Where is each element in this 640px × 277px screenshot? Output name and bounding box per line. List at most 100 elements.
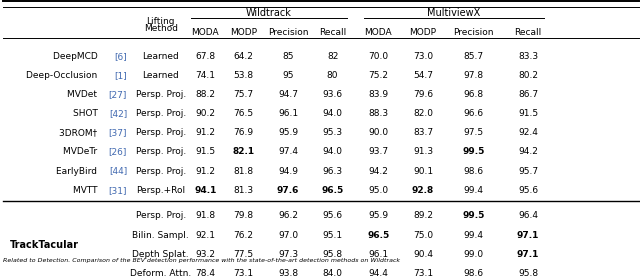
- Text: 91.8: 91.8: [195, 211, 216, 220]
- Text: 70.0: 70.0: [369, 52, 388, 61]
- Text: 97.1: 97.1: [516, 230, 539, 240]
- Text: 89.2: 89.2: [413, 211, 433, 220]
- Text: 97.8: 97.8: [464, 71, 484, 80]
- Text: 93.8: 93.8: [278, 269, 298, 277]
- Text: [26]: [26]: [109, 147, 127, 157]
- Text: 73.0: 73.0: [413, 52, 433, 61]
- Text: [44]: [44]: [109, 166, 127, 176]
- Text: 96.6: 96.6: [464, 109, 484, 118]
- Text: Persp. Proj.: Persp. Proj.: [136, 147, 186, 157]
- Text: Recall: Recall: [515, 28, 541, 37]
- Text: Precision: Precision: [454, 28, 494, 37]
- Text: [27]: [27]: [109, 90, 127, 99]
- Text: 95.8: 95.8: [518, 269, 538, 277]
- Text: 95.8: 95.8: [323, 250, 342, 259]
- Text: 95.6: 95.6: [323, 211, 342, 220]
- Text: 92.1: 92.1: [195, 230, 215, 240]
- Text: 97.1: 97.1: [516, 250, 539, 259]
- Text: 97.0: 97.0: [278, 230, 298, 240]
- Text: Deform. Attn.: Deform. Attn.: [130, 269, 191, 277]
- Text: Deep-Occlusion: Deep-Occlusion: [26, 71, 100, 80]
- Text: 96.5: 96.5: [367, 230, 390, 240]
- Text: EarlyBird: EarlyBird: [56, 166, 100, 176]
- Text: 94.1: 94.1: [194, 186, 216, 195]
- Text: 96.2: 96.2: [278, 211, 298, 220]
- Text: 95: 95: [282, 71, 294, 80]
- Text: 95.6: 95.6: [518, 186, 538, 195]
- Text: 54.7: 54.7: [413, 71, 433, 80]
- Text: 90.2: 90.2: [195, 109, 215, 118]
- Text: 83.7: 83.7: [413, 128, 433, 137]
- Text: 85: 85: [282, 52, 294, 61]
- Text: Precision: Precision: [268, 28, 308, 37]
- Text: 93.6: 93.6: [323, 90, 342, 99]
- Text: 99.5: 99.5: [463, 147, 485, 157]
- Text: 94.0: 94.0: [323, 109, 342, 118]
- Text: 76.5: 76.5: [234, 109, 253, 118]
- Text: 90.0: 90.0: [369, 128, 388, 137]
- Text: [42]: [42]: [109, 109, 127, 118]
- Text: 95.7: 95.7: [518, 166, 538, 176]
- Text: Persp. Proj.: Persp. Proj.: [136, 211, 186, 220]
- Text: 77.5: 77.5: [234, 250, 253, 259]
- Text: MODA: MODA: [191, 28, 219, 37]
- Text: 95.3: 95.3: [323, 128, 342, 137]
- Text: Bilin. Sampl.: Bilin. Sampl.: [132, 230, 189, 240]
- Text: 81.3: 81.3: [234, 186, 253, 195]
- Text: 92.4: 92.4: [518, 128, 538, 137]
- Text: 74.1: 74.1: [195, 71, 215, 80]
- Text: 82.0: 82.0: [413, 109, 433, 118]
- Text: 91.2: 91.2: [195, 128, 215, 137]
- Text: [37]: [37]: [109, 128, 127, 137]
- Text: Persp. Proj.: Persp. Proj.: [136, 128, 186, 137]
- Text: 80.2: 80.2: [518, 71, 538, 80]
- Text: 93.7: 93.7: [369, 147, 388, 157]
- Text: Depth Splat.: Depth Splat.: [132, 250, 189, 259]
- Text: [6]: [6]: [115, 52, 127, 61]
- Text: 88.3: 88.3: [369, 109, 388, 118]
- Text: Method: Method: [144, 24, 178, 33]
- Text: MultiviewX: MultiviewX: [426, 8, 480, 18]
- Text: 79.8: 79.8: [234, 211, 253, 220]
- Text: 82: 82: [327, 52, 339, 61]
- Text: Learned: Learned: [142, 71, 179, 80]
- Text: 95.9: 95.9: [369, 211, 388, 220]
- Text: 76.2: 76.2: [234, 230, 253, 240]
- Text: 84.0: 84.0: [323, 269, 342, 277]
- Text: SHOT: SHOT: [72, 109, 100, 118]
- Text: 91.3: 91.3: [413, 147, 433, 157]
- Text: 91.2: 91.2: [195, 166, 215, 176]
- Text: 73.1: 73.1: [413, 269, 433, 277]
- Text: Wildtrack: Wildtrack: [246, 8, 292, 18]
- Text: MVDet: MVDet: [67, 90, 100, 99]
- Text: 90.4: 90.4: [413, 250, 433, 259]
- Text: 73.1: 73.1: [234, 269, 253, 277]
- Text: 81.8: 81.8: [234, 166, 253, 176]
- Text: 75.2: 75.2: [369, 71, 388, 80]
- Text: 99.0: 99.0: [464, 250, 484, 259]
- Text: 94.0: 94.0: [323, 147, 342, 157]
- Text: 94.2: 94.2: [369, 166, 388, 176]
- Text: Persp. Proj.: Persp. Proj.: [136, 90, 186, 99]
- Text: MODP: MODP: [410, 28, 436, 37]
- Text: 88.2: 88.2: [195, 90, 215, 99]
- Text: 3DROM†: 3DROM†: [60, 128, 100, 137]
- Text: 98.6: 98.6: [464, 166, 484, 176]
- Text: 83.9: 83.9: [369, 90, 388, 99]
- Text: MVTT: MVTT: [73, 186, 100, 195]
- Text: 76.9: 76.9: [234, 128, 253, 137]
- Text: 94.9: 94.9: [278, 166, 298, 176]
- Text: 64.2: 64.2: [234, 52, 253, 61]
- Text: 99.4: 99.4: [464, 230, 484, 240]
- Text: 90.1: 90.1: [413, 166, 433, 176]
- Text: 91.5: 91.5: [518, 109, 538, 118]
- Text: 92.8: 92.8: [412, 186, 434, 195]
- Text: [31]: [31]: [109, 186, 127, 195]
- Text: 96.1: 96.1: [278, 109, 298, 118]
- Text: 79.6: 79.6: [413, 90, 433, 99]
- Text: 93.2: 93.2: [195, 250, 215, 259]
- Text: 98.6: 98.6: [464, 269, 484, 277]
- Text: 67.8: 67.8: [195, 52, 216, 61]
- Text: DeepMCD: DeepMCD: [52, 52, 100, 61]
- Text: Persp.+RoI: Persp.+RoI: [136, 186, 186, 195]
